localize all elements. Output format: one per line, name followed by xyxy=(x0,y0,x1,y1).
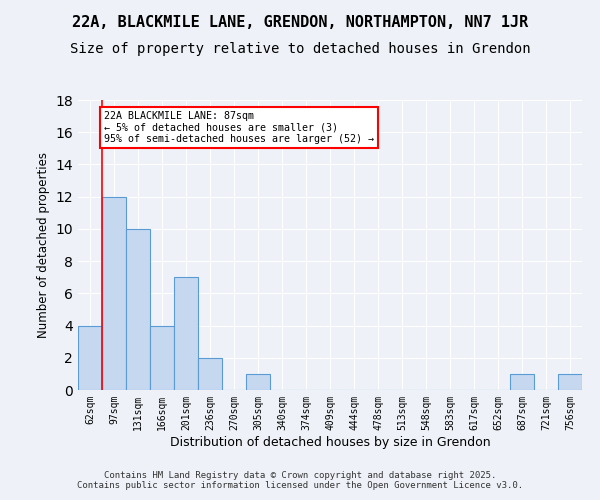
Bar xyxy=(246,374,270,390)
Text: 22A BLACKMILE LANE: 87sqm
← 5% of detached houses are smaller (3)
95% of semi-de: 22A BLACKMILE LANE: 87sqm ← 5% of detach… xyxy=(104,112,374,144)
Text: Size of property relative to detached houses in Grendon: Size of property relative to detached ho… xyxy=(70,42,530,56)
X-axis label: Distribution of detached houses by size in Grendon: Distribution of detached houses by size … xyxy=(170,436,490,448)
Text: Contains HM Land Registry data © Crown copyright and database right 2025.
Contai: Contains HM Land Registry data © Crown c… xyxy=(77,470,523,490)
Bar xyxy=(150,326,174,390)
Text: 22A, BLACKMILE LANE, GRENDON, NORTHAMPTON, NN7 1JR: 22A, BLACKMILE LANE, GRENDON, NORTHAMPTO… xyxy=(72,15,528,30)
Bar xyxy=(174,277,198,390)
Bar xyxy=(126,229,150,390)
Bar xyxy=(102,196,126,390)
Bar xyxy=(558,374,582,390)
Bar xyxy=(198,358,222,390)
Bar xyxy=(510,374,534,390)
Y-axis label: Number of detached properties: Number of detached properties xyxy=(37,152,50,338)
Bar xyxy=(78,326,102,390)
